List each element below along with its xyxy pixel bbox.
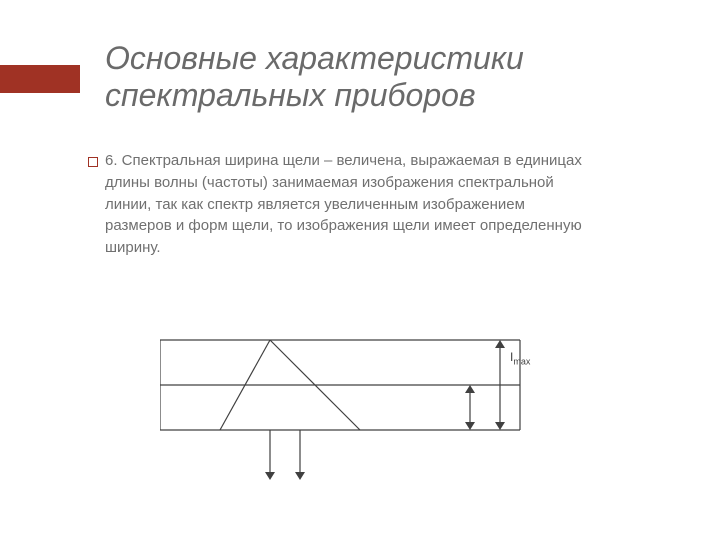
bullet-icon <box>88 154 98 164</box>
body-text: 6. Спектральная ширина щели – величена, … <box>105 150 585 259</box>
accent-bar <box>0 65 80 93</box>
spectral-line-diagram: Imax <box>160 330 540 510</box>
imax-label: Imax <box>510 350 530 366</box>
slide-title: Основные характеристики спектральных при… <box>105 40 645 114</box>
